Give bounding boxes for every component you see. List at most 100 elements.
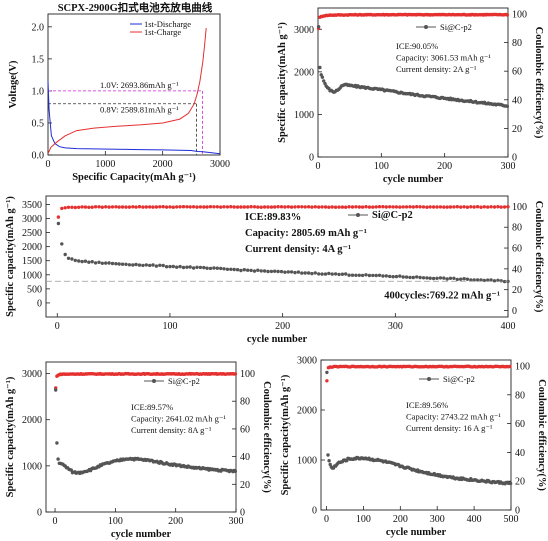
- ce-point: [286, 205, 290, 209]
- capacity-point: [262, 269, 267, 273]
- capacity-point: [279, 269, 284, 274]
- ce-point: [391, 205, 395, 209]
- ce-point: [330, 205, 334, 209]
- ce-point: [381, 205, 385, 209]
- ce-point: [252, 205, 257, 209]
- capacity-point: [222, 267, 226, 271]
- ce-point: [313, 205, 317, 209]
- y-tick-label: 2500: [22, 228, 42, 239]
- capacity-point: [232, 267, 236, 272]
- series-line-1st-Discharge: [47, 81, 221, 155]
- x-tick-label: 400: [467, 514, 482, 525]
- ce-point: [394, 205, 399, 209]
- capacity-point: [323, 272, 328, 276]
- capacity-point: [411, 275, 415, 280]
- legend-swatch-marker: [427, 377, 431, 381]
- y2-tick-label: 60: [240, 424, 250, 435]
- ce-point: [347, 205, 351, 209]
- x-axis-label: cycle number: [111, 529, 172, 540]
- capacity-point: [90, 260, 94, 264]
- info-annotation: Capacity: 3061.53 mAh g⁻¹: [396, 53, 491, 63]
- ce-point: [242, 205, 246, 209]
- ce-point: [360, 205, 365, 209]
- x-tick-label: 0: [316, 161, 321, 172]
- ce-point: [475, 205, 480, 209]
- x-tick-label: 100: [108, 516, 123, 527]
- y-tick-label: 0.5: [32, 118, 45, 129]
- info-annotation: ICE:90.05%: [396, 41, 438, 51]
- ce-point: [97, 205, 101, 209]
- y-tick-label: 3500: [22, 200, 42, 211]
- capacity-point: [164, 265, 169, 269]
- chart-p3: 0 100 200 300 400050010001500200025003000350…: [5, 195, 544, 345]
- ce-point: [229, 205, 233, 209]
- capacity-point: [499, 279, 503, 283]
- capacity-point: [56, 457, 60, 461]
- y-axis-label: Specific capacity(mAh g⁻¹): [5, 196, 16, 317]
- capacity-point: [233, 469, 238, 474]
- ce-point: [178, 205, 182, 209]
- y-tick-label: 0: [312, 506, 317, 517]
- ce-point: [164, 205, 169, 209]
- capacity-point: [56, 221, 61, 226]
- capacity-point: [154, 264, 159, 268]
- capacity-point: [212, 266, 216, 270]
- y2-tick-label: 40: [240, 452, 250, 463]
- ce-point: [134, 205, 138, 209]
- ce-point: [499, 205, 503, 209]
- info-annotation: Current density: 8A g⁻¹: [131, 425, 212, 435]
- y2-tick-label: 80: [512, 223, 522, 234]
- x-tick-label: 0: [46, 159, 51, 170]
- capacity-point: [431, 276, 436, 281]
- capacity-point: [303, 271, 307, 275]
- capacity-point: [55, 441, 59, 445]
- ce-point: [131, 205, 135, 209]
- capacity-point: [318, 65, 322, 70]
- info-annotation: ICE:89.83%: [245, 212, 301, 223]
- capacity-point: [120, 262, 125, 266]
- y2-tick-label: 100: [512, 9, 527, 20]
- capacity-point: [398, 274, 402, 278]
- ce-point: [459, 205, 463, 209]
- capacity-point: [202, 265, 206, 270]
- capacity-point: [242, 268, 246, 272]
- x-tick-label: 0: [324, 514, 329, 525]
- ce-point: [168, 205, 172, 209]
- y-axis-label: Specific capacity(mAh g⁻¹): [277, 22, 288, 143]
- legend-swatch-marker: [424, 25, 428, 29]
- capacity-point: [107, 261, 111, 265]
- capacity-point: [455, 277, 459, 282]
- y-tick-label: 1000: [294, 110, 314, 121]
- ce-point: [505, 13, 510, 17]
- y-tick-label: 1000: [22, 270, 42, 281]
- ce-point: [151, 205, 155, 209]
- info-annotation: Current density: 4A g⁻¹: [245, 244, 351, 255]
- ce-point: [421, 205, 426, 209]
- y2-tick-label: 40: [515, 448, 525, 459]
- capacity-point: [249, 268, 253, 273]
- chart-p1: 0 1000 2000 3000 0.0 0.5 1.0 1.5 2.0 Specific Cap…: [8, 1, 230, 183]
- capacity-point: [77, 259, 81, 263]
- capacity-point: [141, 263, 145, 268]
- capacity-point: [489, 278, 493, 282]
- voltage-annotation: 1.0V: 2693.86mAh g⁻¹: [100, 80, 179, 90]
- ce-point: [377, 205, 382, 209]
- legend-label: Si@C-p2: [168, 376, 200, 386]
- y2-tick-label: 100: [240, 369, 255, 380]
- capacity-point: [330, 272, 334, 276]
- info-annotation: ICE:89.56%: [406, 400, 448, 410]
- ce-point: [357, 205, 361, 209]
- capacity-point: [435, 276, 439, 280]
- capacity-point: [131, 263, 135, 267]
- y-tick-label: 0: [37, 298, 42, 309]
- ce-point: [496, 205, 500, 209]
- capacity-point: [205, 266, 209, 270]
- y2-tick-label: 20: [515, 477, 525, 488]
- capacity-point: [148, 263, 152, 268]
- ce-point: [117, 205, 121, 209]
- ce-point: [327, 205, 331, 209]
- ce-point: [104, 205, 108, 209]
- capacity-point: [117, 262, 121, 266]
- ce-point: [239, 205, 243, 209]
- capacity-point: [350, 273, 355, 277]
